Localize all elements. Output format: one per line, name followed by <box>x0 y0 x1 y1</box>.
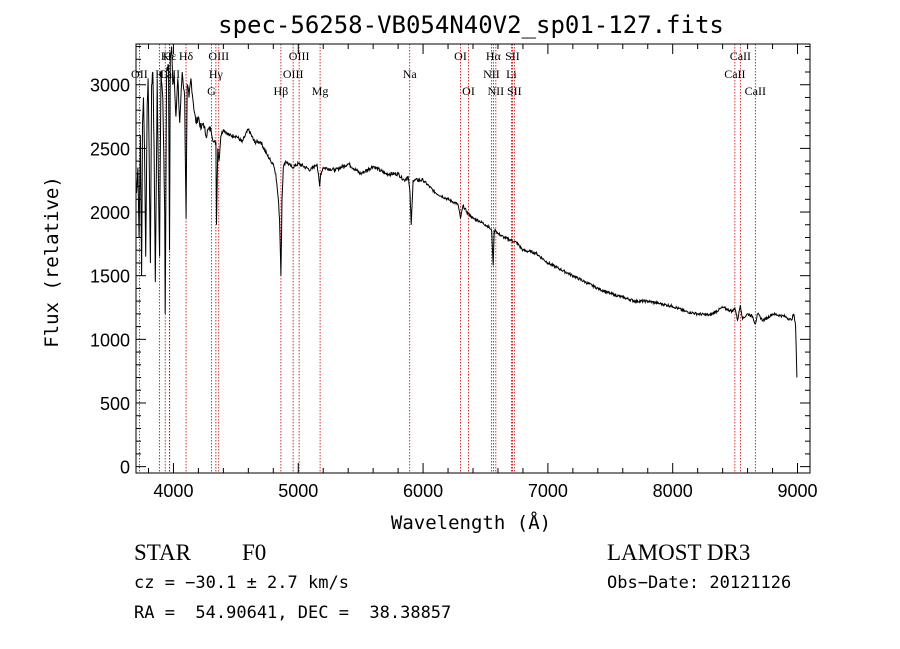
marker-label: NII <box>488 84 505 98</box>
axis-ticks: 4000 5000 6000 7000 8000 9000 0 500 1000 1500 2000… <box>90 44 818 501</box>
marker-label: OII <box>131 67 148 81</box>
marker-label: SII <box>507 84 522 98</box>
marker-label: NII <box>483 67 500 81</box>
y-tick-label: 1000 <box>90 330 130 350</box>
survey-name: LAMOST DR3 <box>607 540 751 565</box>
emission-line-markers <box>138 44 756 473</box>
observation-date: Obs−Date: 20121126 <box>607 573 792 593</box>
marker-label: OIII <box>208 49 229 63</box>
marker-label: OIII <box>289 49 310 63</box>
marker-label: Hα <box>486 49 502 63</box>
chart-title: spec-56258-VB054N40V2_sp01-127.fits <box>218 11 724 39</box>
marker-label: K <box>161 49 170 63</box>
spectral-subclass: F0 <box>242 540 267 565</box>
marker-label: Hβ <box>274 84 289 98</box>
marker-label: Hδ <box>179 49 194 63</box>
marker-label: Na <box>403 67 418 81</box>
y-tick-label: 2500 <box>90 139 130 159</box>
marker-label: SII <box>505 49 520 63</box>
spectrum-line <box>135 46 798 467</box>
marker-label: Hγ <box>209 67 224 81</box>
x-tick-label: 6000 <box>403 481 443 501</box>
marker-label: Li <box>506 67 517 81</box>
x-tick-label: 5000 <box>278 481 318 501</box>
marker-label: CaII <box>745 84 766 98</box>
marker-label: CaII <box>730 49 751 63</box>
x-tick-label: 9000 <box>777 481 817 501</box>
y-tick-label: 500 <box>100 394 130 414</box>
y-tick-label: 2000 <box>90 203 130 223</box>
y-tick-label: 1500 <box>90 267 130 287</box>
marker-label: OI <box>454 49 467 63</box>
x-axis-label: Wavelength (Å) <box>391 511 551 534</box>
marker-label: H <box>155 67 164 81</box>
object-type: STAR <box>134 540 191 565</box>
marker-label: Mg <box>312 84 329 98</box>
x-tick-label: 7000 <box>528 481 568 501</box>
marker-label: CaII <box>724 67 745 81</box>
marker-label: OI <box>462 84 475 98</box>
y-axis-label: Flux (relative) <box>41 176 63 348</box>
y-tick-label: 0 <box>120 458 130 478</box>
marker-label: CaII <box>159 67 180 81</box>
marker-label: OIII <box>283 67 304 81</box>
y-tick-label: 3000 <box>90 76 130 96</box>
redshift-value: cz = −30.1 ± 2.7 km/s <box>134 573 349 593</box>
marker-label: G <box>207 84 216 98</box>
x-tick-label: 8000 <box>653 481 693 501</box>
sky-coordinates: RA = 54.90641, DEC = 38.38857 <box>134 603 452 623</box>
marker-label: Hε <box>163 49 177 63</box>
plot-frame <box>135 43 811 474</box>
x-tick-label: 4000 <box>153 481 193 501</box>
